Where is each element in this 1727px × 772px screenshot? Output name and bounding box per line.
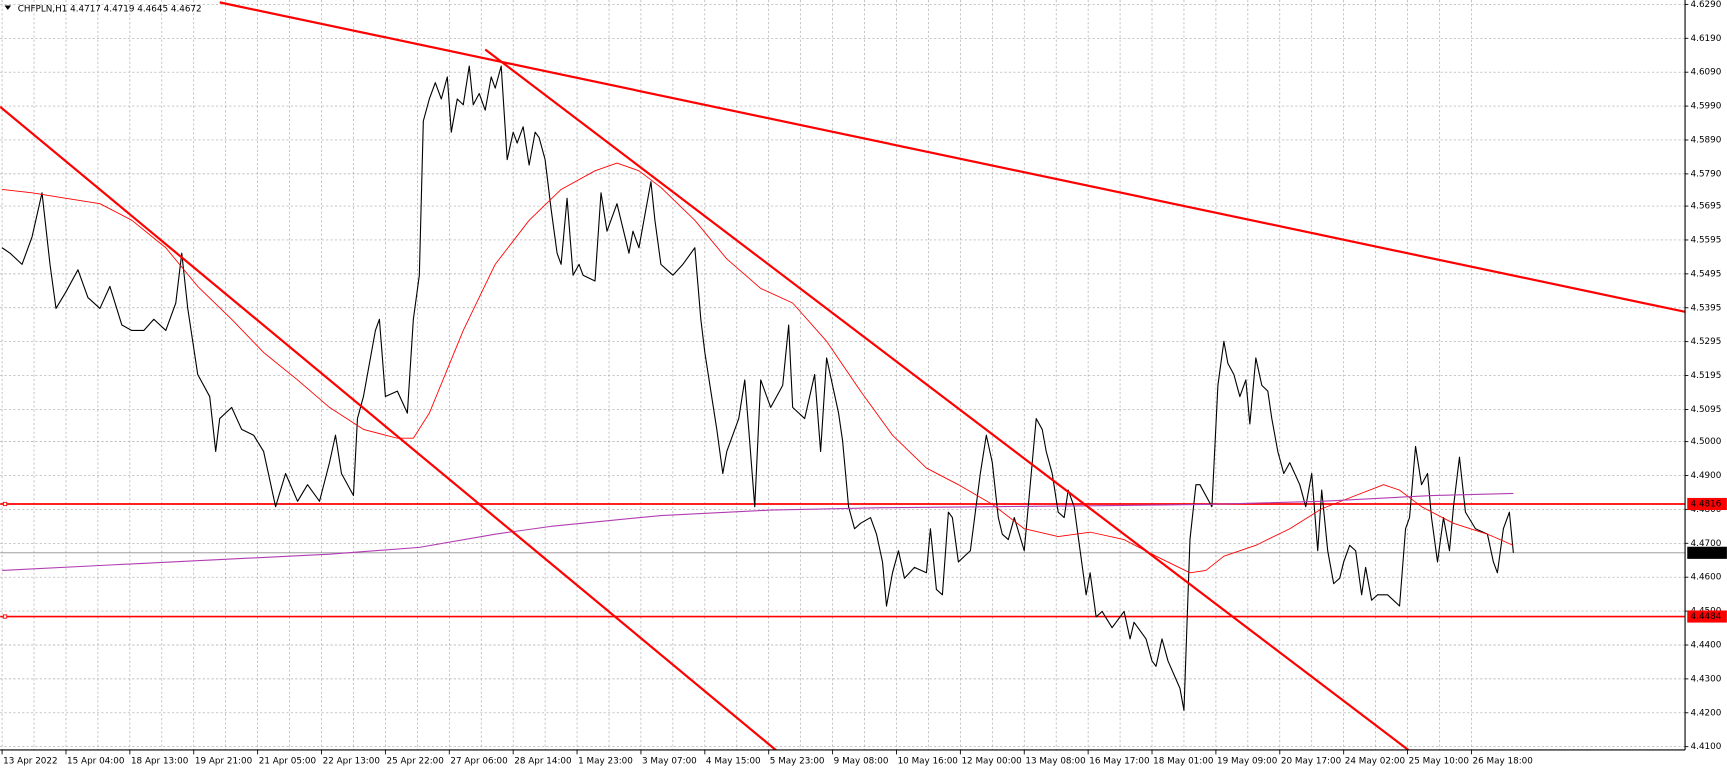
price-tag [1687,497,1727,511]
x-tick-label: 12 May 00:00 [961,756,1022,766]
x-tick-label: 19 May 09:00 [1217,756,1278,766]
price-line [2,492,1514,571]
trend-line [219,1,1686,313]
line-anchor [2,501,8,507]
price-tag-label: 4.4484 [1691,612,1722,622]
x-tick-label: 27 Apr 06:00 [450,756,508,766]
y-tick-label: 4.6190 [1691,34,1722,44]
price-tag-label: 4.4672 [1691,548,1722,558]
y-tick-label: 4.4900 [1691,471,1722,481]
x-tick-label: 13 May 08:00 [1025,756,1086,766]
menu-triangle [4,5,12,10]
y-tick-label: 4.4200 [1691,708,1722,718]
x-tick-label: 24 May 02:00 [1345,756,1406,766]
y-tick-label: 4.4400 [1691,640,1722,650]
y-tick-label: 4.6290 [1691,0,1722,10]
x-tick-label: 9 May 08:00 [834,756,889,766]
plot-area [0,1,1686,750]
y-tick-label: 4.5990 [1691,102,1722,112]
x-tick-label: 18 Apr 13:00 [131,756,189,766]
x-tick-label: 22 Apr 13:00 [323,756,381,766]
price-tag [1687,610,1727,623]
y-tick-label: 4.5890 [1691,135,1722,145]
line-anchor [2,614,8,619]
y-tick-label: 4.5595 [1691,235,1722,245]
x-tick-label: 16 May 17:00 [1089,756,1150,766]
price-tag [1687,546,1727,559]
chart-title: CHFPLN,H1 4.4717 4.4719 4.4645 4.4672 [18,4,202,14]
y-tick-label: 4.4300 [1691,674,1722,684]
y-tick-label: 4.5295 [1691,337,1722,347]
y-tick-label: 4.6090 [1691,68,1722,78]
x-tick-label: 5 May 23:00 [770,756,825,766]
y-tick-label: 4.4700 [1691,539,1722,549]
x-tick-label: 28 Apr 14:00 [514,756,572,766]
x-tick-label: 25 Apr 22:00 [387,756,445,766]
y-tick-label: 4.5000 [1691,437,1722,447]
price-tag-label: 4.4816 [1691,499,1722,509]
y-tick-label: 4.5695 [1691,202,1722,212]
x-tick-label: 26 May 18:00 [1473,756,1534,766]
y-tick-label: 4.4600 [1691,573,1722,583]
x-tick-label: 25 May 10:00 [1409,756,1470,766]
x-tick-label: 19 Apr 21:00 [195,756,253,766]
x-tick-label: 4 May 15:00 [706,756,761,766]
price-line [2,162,1514,574]
y-tick-label: 4.5495 [1691,269,1722,279]
x-tick-label: 21 Apr 05:00 [259,756,317,766]
y-tick-label: 4.5395 [1691,303,1722,313]
x-tick-label: 3 May 07:00 [642,756,697,766]
y-tick-label: 4.5790 [1691,169,1722,179]
y-tick-label: 4.5095 [1691,405,1722,415]
x-tick-label: 15 Apr 04:00 [67,756,125,766]
trend-line [484,48,1411,750]
x-tick-label: 10 May 16:00 [898,756,959,766]
y-tick-label: 4.4100 [1691,742,1722,752]
x-tick-label: 1 May 23:00 [578,756,633,766]
x-tick-label: 18 May 01:00 [1153,756,1214,766]
y-tick-label: 4.5195 [1691,371,1722,381]
x-tick-label: 20 May 17:00 [1281,756,1342,766]
x-tick-label: 13 Apr 2022 [3,756,57,766]
price-line [1,65,1514,711]
trend-line [0,105,778,750]
